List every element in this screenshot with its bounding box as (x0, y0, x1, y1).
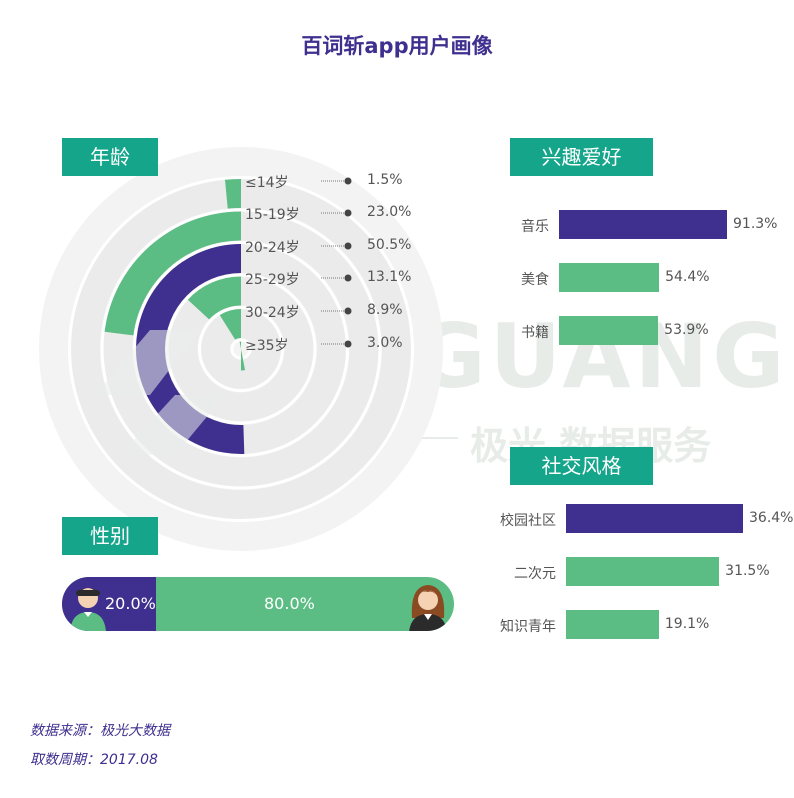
interest-header: 兴趣爱好 (510, 138, 653, 176)
age-value-label: 8.9% (367, 302, 403, 318)
age-leader-dot (344, 340, 352, 348)
age-value-label: 3.0% (367, 335, 403, 351)
age-category-label: 20-24岁 (245, 240, 300, 256)
bar-category-label: 知识青年 (500, 619, 556, 635)
age-ring-gap (100, 208, 382, 490)
male-avatar-icon (70, 588, 106, 631)
age-category-label: ≥35岁 (245, 338, 289, 354)
bar (566, 557, 720, 586)
age-bar (219, 309, 241, 340)
bar-category-label: 校园社区 (500, 513, 556, 529)
bar (559, 316, 659, 345)
bar-category-label: 音乐 (521, 219, 549, 235)
bar (566, 504, 743, 533)
age-bar (225, 179, 241, 209)
watermark-logo (95, 330, 225, 455)
male-percent: 20.0% (105, 594, 156, 613)
bar-value-label: 31.5% (725, 563, 770, 579)
female-avatar-icon (409, 585, 447, 631)
bar (559, 210, 727, 239)
bar-value-label: 91.3% (733, 216, 778, 232)
gender-bar: 20.0% 80.0% (62, 577, 454, 631)
age-bar (104, 211, 241, 336)
age-bar (135, 244, 245, 454)
bar-category-label: 美食 (521, 272, 549, 288)
age-bar (187, 276, 241, 320)
age-leader-dot (344, 307, 352, 315)
age-ring-gap (198, 306, 284, 392)
age-leader-dot (344, 177, 352, 185)
age-ring-gap (68, 176, 414, 522)
age-category-label: 25-29岁 (245, 272, 300, 288)
age-leader-dot (344, 209, 352, 217)
age-leader-dot (344, 274, 352, 282)
period-note: 取数周期：2017.08 (30, 752, 158, 768)
age-header: 年龄 (62, 138, 158, 176)
gender-header: 性别 (62, 517, 158, 555)
age-leader-dot (344, 242, 352, 250)
female-percent: 80.0% (264, 594, 315, 613)
age-bar (239, 341, 246, 371)
age-value-label: 50.5% (367, 237, 412, 253)
age-value-label: 13.1% (367, 269, 412, 285)
bar-value-label: 53.9% (664, 322, 709, 338)
bar-value-label: 36.4% (749, 510, 794, 526)
bar-value-label: 19.1% (664, 616, 710, 632)
social-header: 社交风格 (510, 447, 653, 485)
source-note: 数据来源：极光大数据 (30, 723, 170, 739)
bar-category-label: 书籍 (521, 325, 549, 341)
bar-category-label: 二次元 (514, 566, 556, 582)
page-title: 百词斩app用户画像 (301, 34, 493, 58)
bar (566, 610, 659, 639)
age-value-label: 23.0% (367, 204, 412, 220)
age-value-label: 1.5% (367, 172, 403, 188)
age-category-label: 30-24岁 (245, 305, 300, 321)
age-category-label: 15-19岁 (245, 207, 300, 223)
age-category-label: ≤14岁 (245, 175, 289, 191)
bar (559, 263, 660, 292)
bar-value-label: 54.4% (665, 269, 710, 285)
